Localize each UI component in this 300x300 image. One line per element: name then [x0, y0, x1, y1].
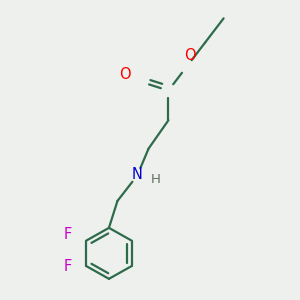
- Text: O: O: [119, 68, 131, 82]
- Text: H: H: [151, 173, 160, 186]
- Text: N: N: [131, 167, 142, 182]
- Text: F: F: [63, 259, 71, 274]
- Text: O: O: [184, 48, 195, 63]
- Text: F: F: [63, 227, 71, 242]
